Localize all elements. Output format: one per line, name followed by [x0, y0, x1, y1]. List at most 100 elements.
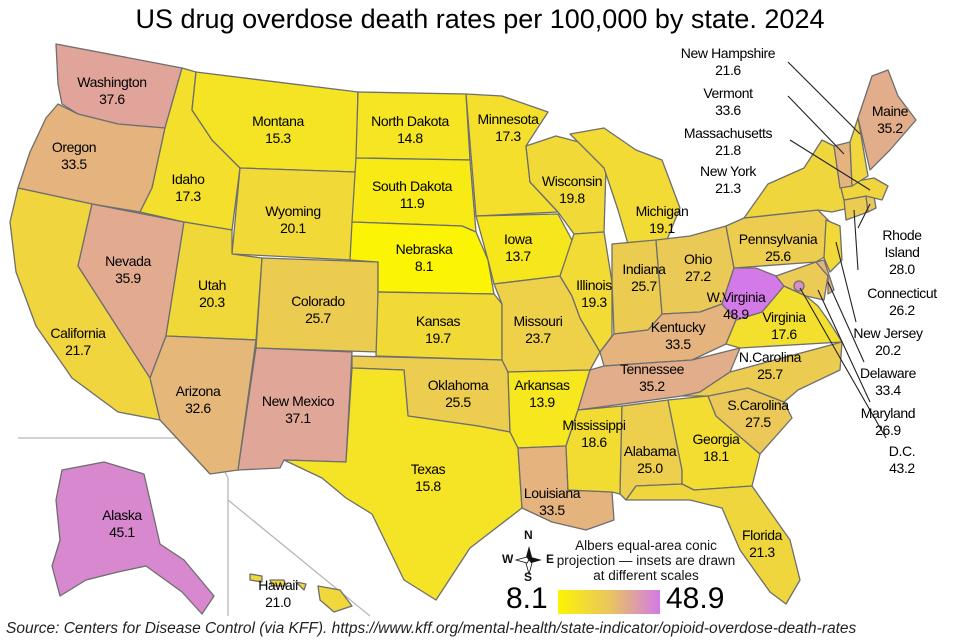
state-value-SD: 11.9 — [400, 195, 425, 211]
state-value-IN: 25.7 — [631, 278, 657, 294]
legend-min: 8.1 — [506, 582, 548, 616]
state-name-TX: Texas — [411, 461, 446, 477]
source-note: Source: Centers for Disease Control (via… — [6, 620, 956, 638]
state-name-ME: Maine — [872, 103, 909, 119]
state-name-AK: Alaska — [102, 507, 142, 523]
state-name-MS: Mississippi — [562, 417, 626, 433]
state-name-OK: Oklahoma — [428, 377, 489, 393]
state-value-UT: 20.3 — [199, 294, 225, 310]
state-name-CO: Colorado — [291, 293, 345, 309]
ext-value-VT: 33.6 — [715, 102, 741, 118]
ext-name-CT: Connecticut — [867, 285, 937, 301]
state-value-NY: 21.3 — [715, 180, 741, 196]
ext-name-RI: Rhode — [882, 227, 922, 243]
state-value-SC: 27.5 — [745, 414, 771, 430]
state-name-LA: Louisiana — [524, 485, 581, 501]
compass-e: E — [546, 552, 554, 566]
state-name-SD: South Dakota — [372, 178, 453, 194]
state-value-WI: 19.8 — [559, 190, 585, 206]
state-value-KS: 19.7 — [425, 330, 451, 346]
legend-max: 48.9 — [666, 582, 724, 616]
state-value-FL: 21.3 — [749, 544, 775, 560]
state-NM[interactable] — [238, 348, 352, 470]
state-value-NE: 8.1 — [415, 258, 434, 274]
state-NJ[interactable] — [824, 220, 842, 272]
state-name-MO: Missouri — [514, 313, 563, 329]
state-value-ND: 14.8 — [397, 130, 423, 146]
ext-name-MA: Massachusetts — [684, 125, 773, 141]
state-name-MI: Michigan — [636, 203, 689, 219]
ext-name-DE: Delaware — [860, 365, 917, 381]
state-name-FL: Florida — [742, 527, 783, 543]
state-value-IA: 13.7 — [505, 248, 531, 264]
state-name-NV: Nevada — [105, 253, 151, 269]
state-name-WA: Washington — [77, 74, 146, 90]
ext-name-NH: New Hampshire — [681, 45, 776, 61]
state-value-PA: 25.6 — [765, 248, 791, 264]
projection-note: Albers equal-area conic projection — ins… — [556, 538, 736, 583]
state-value-OH: 27.2 — [685, 268, 711, 284]
compass-n: N — [524, 528, 533, 542]
state-name-TN: Tennessee — [620, 361, 685, 377]
state-value-AK: 45.1 — [109, 524, 135, 540]
state-name-SC: S.Carolina — [727, 397, 789, 413]
state-value-OK: 25.5 — [445, 394, 471, 410]
state-name-MN: Minnesota — [478, 111, 540, 127]
state-name-UT: Utah — [198, 277, 226, 293]
state-value-MN: 17.3 — [495, 128, 521, 144]
state-name-IN: Indiana — [622, 261, 666, 277]
legend-color-scale — [558, 590, 660, 614]
state-value-WA: 37.6 — [99, 91, 125, 107]
state-name-CA: California — [50, 325, 106, 341]
map-title: US drug overdose death rates per 100,000… — [0, 4, 960, 35]
state-value-ID: 17.3 — [175, 188, 201, 204]
state-name-WV: W.Virginia — [707, 289, 766, 305]
ext-value-DE: 33.4 — [875, 382, 901, 398]
state-name-VA: Virginia — [762, 309, 806, 325]
state-name-IL: Illinois — [576, 277, 612, 293]
state-value-NC: 25.7 — [757, 366, 783, 382]
state-name-ND: North Dakota — [371, 113, 449, 129]
state-name-HI: Hawaii — [258, 577, 298, 593]
ext-name-VT: Vermont — [703, 85, 753, 101]
state-value-CA: 21.7 — [65, 342, 91, 358]
ext-name-MD: Maryland — [861, 405, 915, 421]
state-name-KY: Kentucky — [651, 319, 706, 335]
ext-value-NJ: 20.2 — [875, 342, 901, 358]
state-value-MO: 23.7 — [525, 330, 551, 346]
state-value-LA: 33.5 — [539, 502, 565, 518]
state-value-MI: 19.1 — [649, 220, 675, 236]
state-name-OR: Oregon — [52, 139, 96, 155]
state-value-NV: 35.9 — [115, 270, 141, 286]
state-value-TX: 15.8 — [415, 478, 441, 494]
state-value-KY: 33.5 — [665, 336, 691, 352]
state-name-IA: Iowa — [504, 231, 533, 247]
state-value-NM: 37.1 — [285, 410, 311, 426]
state-name-NY: New York — [700, 163, 757, 179]
state-value-OR: 33.5 — [61, 156, 87, 172]
state-value-TN: 35.2 — [639, 378, 665, 394]
state-name-NE: Nebraska — [396, 241, 453, 257]
state-value-HI: 21.0 — [265, 594, 291, 610]
state-name-WY: Wyoming — [265, 203, 320, 219]
state-value-WV: 48.9 — [723, 306, 749, 322]
state-name-WI: Wisconsin — [542, 173, 602, 189]
ext-value-DC: 43.2 — [889, 460, 915, 476]
ext-value-CT: 26.2 — [889, 302, 915, 318]
state-value-CO: 25.7 — [305, 310, 331, 326]
state-value-MS: 18.6 — [581, 434, 607, 450]
state-name-OH: Ohio — [684, 251, 713, 267]
state-value-VA: 17.6 — [771, 326, 797, 342]
state-name-PA: Pennsylvania — [739, 231, 818, 247]
state-value-AZ: 32.6 — [185, 400, 211, 416]
state-value-IL: 19.3 — [581, 294, 607, 310]
state-DC[interactable] — [794, 281, 804, 291]
ext-name-NJ: New Jersey — [853, 325, 923, 341]
state-value-GA: 18.1 — [703, 448, 729, 464]
state-value-WY: 20.1 — [280, 220, 306, 236]
state-value-ME: 35.2 — [877, 120, 903, 136]
state-name-AR: Arkansas — [514, 377, 570, 393]
state-name-AZ: Arizona — [176, 383, 221, 399]
state-name-KS: Kansas — [416, 313, 461, 329]
